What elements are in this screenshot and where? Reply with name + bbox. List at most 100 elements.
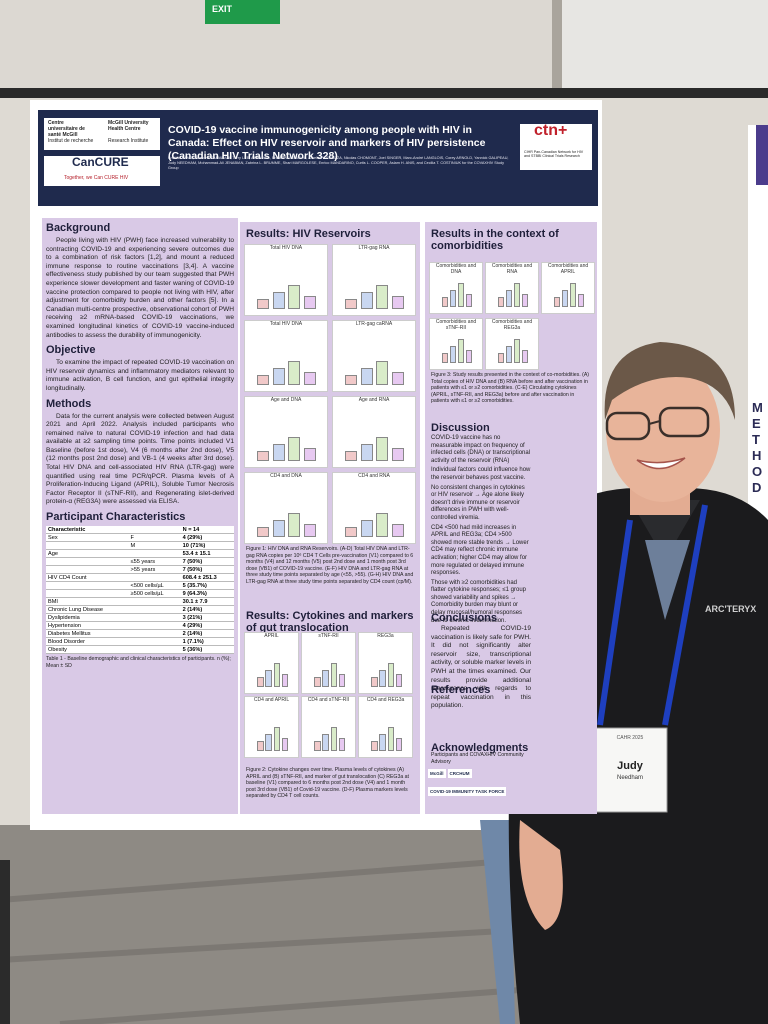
table-row: >55 years 7 (50%) [46, 565, 234, 575]
panel-graphic [314, 741, 321, 751]
figure-panel: sTNF-RII [301, 632, 356, 694]
table-cell: 9 (64.3%) [180, 589, 234, 599]
section-heading: Results in the context of comorbidities [431, 228, 559, 252]
table-cell: <500 cells/µL [128, 581, 181, 591]
cancure-name: CanCURE [72, 155, 129, 169]
table-cell [128, 613, 181, 623]
panel-graphic [450, 346, 457, 363]
table-row: Blood Disorder 1 (7.1%) [46, 637, 234, 647]
side-letter: O [752, 464, 763, 479]
ack-text: Participants and COVAXHIV Community Advi… [431, 752, 524, 765]
table-cell [128, 621, 181, 631]
table-row: HIV CD4 Count 608.4 ± 251.3 [46, 573, 234, 583]
panel-title: Comorbidities and sTNF-RII [435, 319, 477, 331]
section-heading: Acknowledgments [431, 742, 529, 754]
table-cell [128, 645, 181, 655]
panel-graphic [387, 663, 395, 687]
figure-panel: Comorbidities and sTNF-RII [429, 318, 483, 370]
ack-logo: McGill [428, 769, 446, 778]
figure-panel: Comorbidities and APRIL [541, 262, 595, 314]
section-heading: Conclusions [431, 612, 498, 624]
table-cell: 7 (50%) [180, 565, 234, 575]
panel-title: sTNF-RII [318, 633, 339, 639]
panel-title: CD4 and DNA [270, 473, 302, 479]
middle-column: Results: HIV Reservoirs Total HIV DNA LTR… [240, 222, 420, 814]
panel-graphic [345, 375, 358, 385]
section-heading: Background [46, 222, 111, 234]
table-cell: HIV CD4 Count [46, 573, 129, 583]
table-cell: 608.4 ± 251.3 [180, 573, 234, 583]
table-row: Characteristic N = 14 [46, 526, 234, 534]
panel-title: Comorbidities and APRIL [547, 263, 589, 275]
table-cell: 2 (14%) [180, 605, 234, 615]
figure-caption: Figure 2: Cytokine changes over time. Pl… [246, 767, 409, 800]
panel-graphic [257, 451, 270, 461]
panel-graphic [338, 674, 346, 687]
panel-title: LTR-gag caRNA [355, 321, 393, 327]
panel-title: Total HIV DNA [269, 245, 303, 251]
panel-graphic [450, 290, 457, 307]
table-row: M 10 (71%) [46, 541, 234, 551]
panel-graphic [265, 670, 272, 687]
panel-graphic [379, 734, 386, 751]
table-row: <500 cells/µL 5 (35.7%) [46, 581, 234, 591]
panel-graphic [458, 283, 465, 307]
panel-graphic [288, 285, 301, 309]
panel-graphic [288, 437, 301, 461]
table-cell [46, 557, 129, 567]
figure-caption: Figure 1: HIV DNA and RNA Reservoirs. (A… [246, 546, 414, 585]
section-text: Data for the current analysis were colle… [46, 412, 234, 506]
ri-fr: Institut de recherche [48, 138, 94, 144]
figure-panel: CD4 and APRIL [244, 696, 299, 758]
table-cell: 10 (71%) [180, 541, 234, 551]
figure-panel: LTR-gag caRNA [332, 320, 416, 392]
table-row: Age 53.4 ± 15.1 [46, 549, 234, 559]
table-cell [128, 637, 181, 647]
table-cell: N = 14 [180, 526, 234, 534]
exit-label: EXIT [212, 4, 233, 14]
ctn-name: ctn+ [534, 122, 568, 139]
table-row: Hypertension 4 (29%) [46, 621, 234, 631]
panel-graphic [570, 283, 577, 307]
table-cell: Diabetes Mellitus [46, 629, 129, 639]
section-heading: Methods [46, 397, 92, 410]
section-heading: Participant Characteristics [46, 511, 186, 524]
panel-graphic [303, 296, 316, 309]
muhc-fr: Centre universitaire de santé McGill [48, 120, 85, 138]
panel-graphic [303, 372, 316, 385]
table-cell: 7 (50%) [180, 557, 234, 567]
figure-panel: CD4 and DNA [244, 472, 328, 544]
panel-graphic [345, 451, 358, 461]
panel-graphic [522, 294, 529, 307]
column-edge [552, 0, 562, 95]
panel-graphic [288, 361, 301, 385]
table-cell [128, 605, 181, 615]
panel-graphic [272, 292, 285, 309]
badge [592, 727, 668, 813]
ack-logos: McGill CRCHUM COVID-19 IMMUNITY TASK FORCE [427, 762, 523, 798]
panel-graphic [360, 520, 373, 537]
panel-title: CD4 and RNA [358, 473, 390, 479]
table-cell: 3 (21%) [180, 613, 234, 623]
section-text: Repeated COVID-19 vaccination is likely … [431, 625, 531, 710]
panel-graphic [345, 527, 358, 537]
panel-graphic [376, 437, 389, 461]
panel-graphic [281, 674, 289, 687]
discussion-list: COVID-19 vaccine has no measurable impac… [431, 435, 531, 627]
panel-graphic [360, 292, 373, 309]
panel-graphic [303, 448, 316, 461]
muhc-logo: Centre universitaire de santé McGill McG… [44, 118, 160, 150]
table-cell: BMI [46, 597, 129, 607]
table-row: Chronic Lung Disease 2 (14%) [46, 605, 234, 615]
panel-graphic [273, 727, 281, 751]
table-cell: >55 years [128, 565, 181, 575]
section-text: To examine the impact of repeated COVID-… [46, 359, 234, 392]
table-cell: 5 (35.7%) [180, 581, 234, 591]
panel-graphic [257, 299, 270, 309]
poster-title: COVID-19 vaccine immunogenicity among pe… [168, 124, 486, 162]
hand [519, 820, 563, 930]
panel-title: Comorbidities and DNA [435, 263, 477, 275]
panel-graphic [288, 513, 301, 537]
panel-graphic [376, 513, 389, 537]
